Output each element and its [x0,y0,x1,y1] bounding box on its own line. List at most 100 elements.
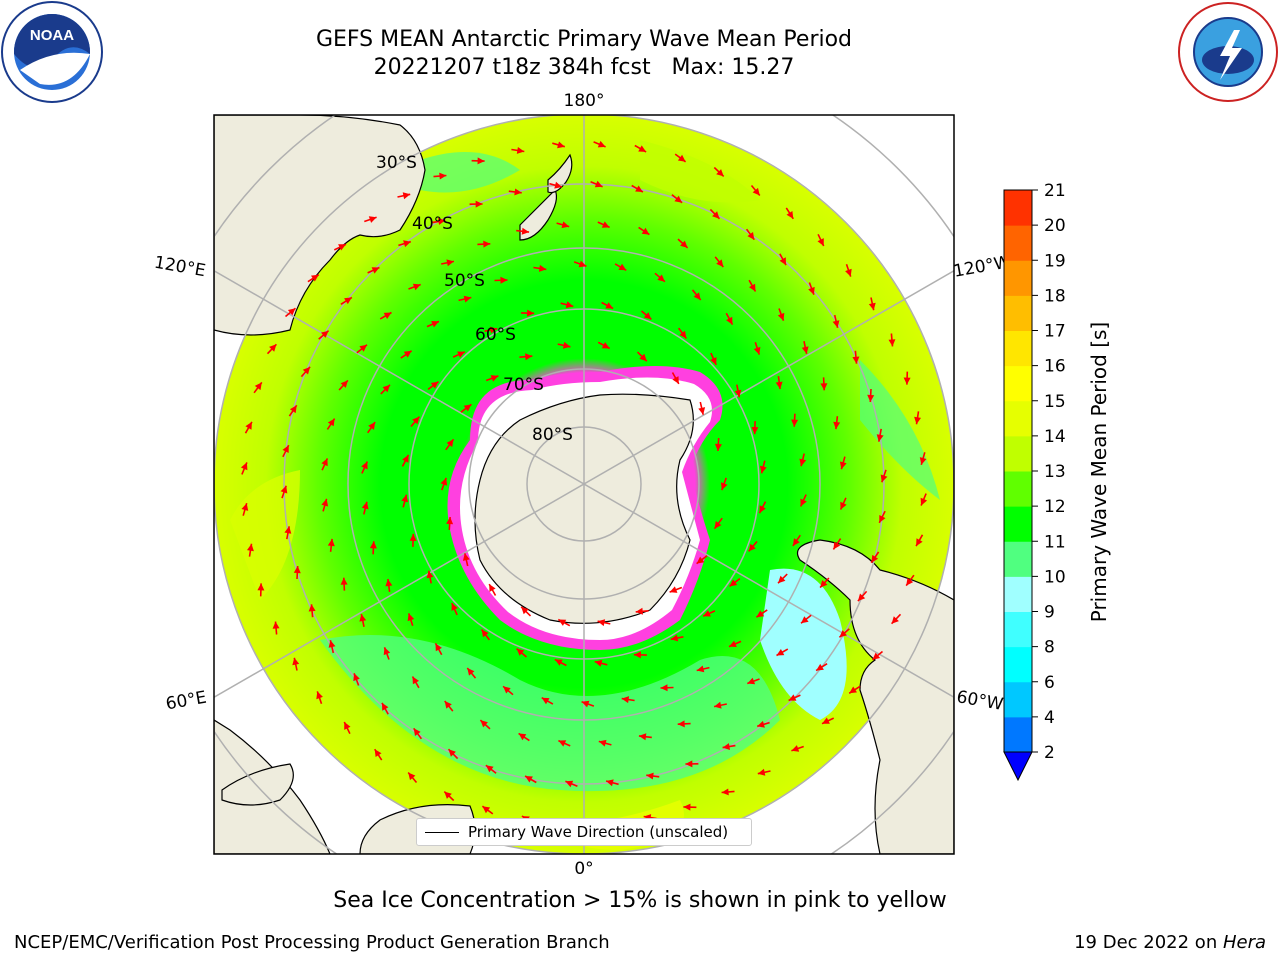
wave-arrow-head [426,570,434,579]
wave-arrow-head [308,604,316,612]
wave-arrow-head [272,621,280,629]
wave-arrow-head [635,185,643,192]
footer-machine: Hera [1222,932,1266,953]
wave-arrow-head [412,283,421,291]
wave-arrow-head [775,381,783,389]
wave-arrow-head [565,301,574,309]
colorbar-tick-label: 18 [1044,286,1066,306]
wave-arrow-head [594,659,603,667]
lat-label-60s: 60°S [475,325,516,345]
legend-label: Primary Wave Direction (unscaled) [468,823,729,841]
new-zealand-north [547,153,573,194]
wave-arrow-head [344,722,351,730]
wave-arrow-head [321,330,329,338]
wave-arrow-head [919,457,927,465]
wave-arrow-head [282,445,289,453]
colorbar: 2 4 6 8 9 10 11 12 13 14 15 16 17 18 19 20 21 [1003,181,1066,782]
wave-arrow-head [463,404,472,412]
colorbar-tick-label: 8 [1044,638,1055,658]
wave-arrow-head [435,643,442,652]
wave-arrow-head [241,503,249,511]
wave-arrow-head [816,663,824,671]
wave-arrow-head [287,308,296,316]
wave-arrow-head [557,141,565,149]
wave-arrow-head [714,443,722,451]
footer-credit: NCEP/EMC/Verification Post Processing Pr… [14,932,610,953]
wave-arrow-head [751,427,759,435]
wave-arrow-head [280,485,288,494]
wave-arrow-head [786,211,794,219]
colorbar-tick-label: 21 [1044,181,1066,201]
colorbar-tick-label: 6 [1044,673,1055,693]
wave-arrow-head [660,684,668,692]
wave-arrow-head [368,216,377,223]
wave-arrow-head [292,657,300,666]
wave-arrow-head [698,407,706,415]
colorbar-tick-label: 2 [1044,743,1055,763]
colorbar-tick-label: 10 [1044,567,1066,587]
wave-arrow-head [430,381,439,389]
wave-arrow-head [833,541,841,550]
wave-arrow-head [344,297,352,305]
wave-arrow-head [558,740,567,747]
wave-arrow-head [871,554,879,563]
wave-arrow-head [257,583,265,591]
wave-arrow-head [444,701,452,709]
noaa-logo-text: NOAA [30,27,74,44]
wave-arrow-head [382,702,389,711]
wave-arrow-head [714,701,722,709]
wave-arrow-head [729,579,738,587]
wave-arrow-head [340,380,348,388]
wave-arrow-head [490,375,499,382]
wave-arrow-head [703,610,711,617]
wave-arrow-head [254,382,262,391]
wave-arrow-head [385,579,393,587]
wave-arrow-head [779,257,786,266]
map-frame [213,114,955,855]
wave-arrow-head [748,543,756,552]
wave-arrow-head [412,416,420,425]
colorbar-tick-label: 14 [1044,427,1066,447]
wave-arrow-head [840,501,847,510]
wave-arrow-head [920,497,928,506]
lat-label-40s: 40°S [412,214,453,234]
colorbar-segment [1004,295,1032,331]
wave-arrow-head [521,606,529,615]
wave-arrow-head [409,533,417,541]
wave-arrow-head [601,221,610,228]
map-panel [214,115,954,854]
wave-arrow-head [538,264,547,272]
colorbar-segment [1004,400,1032,437]
wave-arrow-head [327,538,335,547]
lon-label-60w: 60°W [955,687,1005,715]
wave-arrow-head [839,461,847,470]
wave-arrow-head [693,292,701,300]
wave-arrow-head [868,302,876,311]
wave-arrow-head [514,188,522,196]
colorbar-segment [1004,611,1032,648]
wave-arrow-head [402,454,409,463]
wave-arrow-head [382,384,390,393]
wave-arrow-head [820,580,828,588]
wave-arrow-head [565,780,574,788]
wave-arrow-head [822,717,830,724]
wave-arrow-head [906,577,914,586]
lon-label-120e: 120°E [153,253,207,282]
wave-arrow-head [845,268,852,277]
wave-arrow-head [756,610,765,618]
wave-arrow-head [482,806,491,814]
wave-arrow-head [832,320,840,328]
colorbar-segment [1004,435,1032,472]
wave-arrow-head [581,700,590,708]
wave-arrow-head [867,394,875,402]
wave-arrow-head [757,720,765,728]
wave-arrow-head [403,350,412,358]
wave-arrow-head [338,244,346,251]
wave-arrow-head [440,477,448,486]
wave-arrow-head [503,686,511,694]
wave-arrow-head [402,192,411,200]
wave-arrow-head [489,326,498,334]
wave-arrow-head [368,422,376,430]
wave-arrow-head [808,286,815,295]
